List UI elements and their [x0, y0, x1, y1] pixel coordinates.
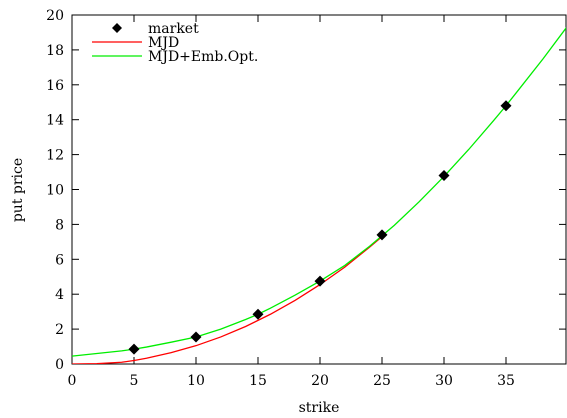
x-tick-label: 25 — [373, 373, 391, 389]
series-line-mjd-emb-opt- — [72, 27, 566, 357]
market-point — [252, 308, 264, 320]
legend-label-market: market — [148, 21, 199, 37]
y-tick-labels: 0 2 4 6 8 10 12 14 16 18 20 — [46, 8, 64, 373]
y-axis-title: put price — [10, 158, 26, 222]
y-tick-label: 4 — [55, 287, 64, 303]
market-point — [190, 331, 202, 343]
series-layer — [72, 27, 566, 364]
x-tick-labels: 0 5 10 15 20 25 30 35 — [68, 373, 515, 389]
x-tick-label: 10 — [187, 373, 205, 389]
x-tick-label: 30 — [435, 373, 453, 389]
y-tick-label: 8 — [55, 217, 64, 233]
x-tick-label: 35 — [497, 373, 515, 389]
x-axis-title: strike — [299, 400, 340, 416]
x-tick-label: 5 — [130, 373, 139, 389]
legend-label-mjd-emb-opt-: MJD+Emb.Opt. — [148, 49, 258, 65]
legend-label-mjd: MJD — [148, 35, 179, 51]
y-tick-label: 18 — [46, 43, 64, 59]
x-tick-label: 0 — [68, 373, 77, 389]
y-tick-label: 12 — [46, 148, 64, 164]
market-point — [500, 100, 512, 112]
series-line-mjd — [72, 236, 383, 364]
market-point — [128, 343, 140, 355]
market-point — [376, 229, 388, 241]
x-tick-label: 15 — [249, 373, 267, 389]
market-point — [438, 170, 450, 182]
plot-frame — [71, 14, 567, 365]
y-tick-label: 10 — [46, 183, 64, 199]
legend-marker-market — [112, 23, 122, 33]
x-tick-label: 20 — [311, 373, 329, 389]
y-tick-label: 14 — [46, 113, 64, 129]
y-tick-label: 16 — [46, 78, 64, 94]
y-tick-label: 2 — [55, 322, 64, 338]
y-tick-label: 0 — [55, 357, 64, 373]
y-tick-label: 20 — [46, 8, 64, 24]
axis-ticks — [71, 14, 566, 365]
market-point — [314, 275, 326, 287]
y-tick-label: 6 — [55, 252, 64, 268]
